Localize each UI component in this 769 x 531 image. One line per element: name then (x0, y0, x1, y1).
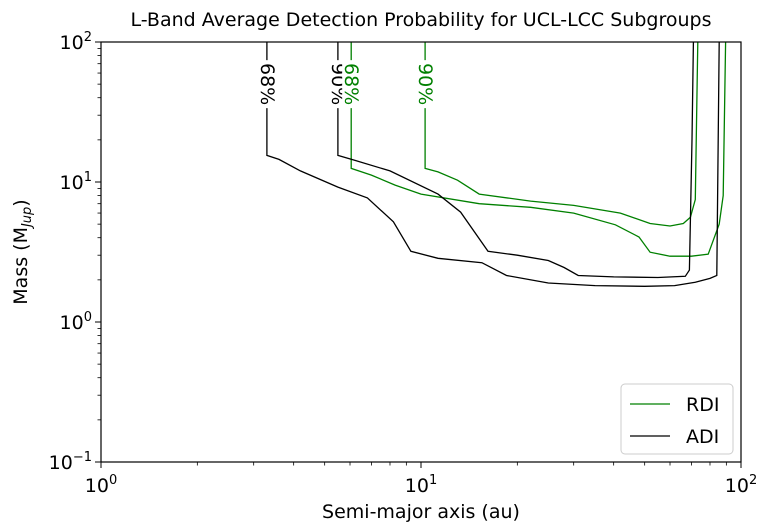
y-tick-label: 100 (60, 310, 92, 334)
contour-label-gap (416, 60, 435, 109)
y-tick-label: 101 (60, 170, 92, 194)
y-axis-label-main: Mass (M (10, 227, 32, 305)
contour-label-gap (342, 60, 361, 109)
y-tick-label: 10−1 (49, 450, 92, 474)
y-axis-label-sub: Jup (20, 207, 35, 230)
y-tick-label: 102 (60, 30, 92, 54)
x-axis-label: Semi-major axis (au) (322, 501, 520, 523)
y-axis: 10−1 100 101 102 (49, 30, 101, 474)
x-tick-label: 101 (405, 473, 437, 497)
contour-label: 68% (340, 63, 362, 105)
series-line-rdi-90 (424, 41, 699, 227)
contour-label-gap (257, 60, 276, 109)
x-axis: 100 101 102 (85, 462, 757, 497)
series-line-adi-90 (337, 41, 695, 279)
y-axis-label: Mass (MJup) (10, 199, 35, 304)
contour-label: 68% (256, 63, 278, 105)
x-tick-label: 100 (85, 473, 117, 497)
y-axis-label-end: ) (10, 199, 32, 206)
plot-content: 68% 90%68% 90% (256, 41, 727, 287)
legend-label: ADI (686, 426, 719, 448)
chart-title: L-Band Average Detection Probability for… (131, 9, 712, 31)
series-line-adi-68 (266, 41, 720, 287)
legend: RDI ADI (620, 383, 734, 455)
legend-label: RDI (686, 394, 719, 416)
x-tick-label: 102 (725, 473, 757, 497)
contour-label: 90% (414, 63, 436, 105)
series-line-rdi-68 (350, 41, 727, 257)
